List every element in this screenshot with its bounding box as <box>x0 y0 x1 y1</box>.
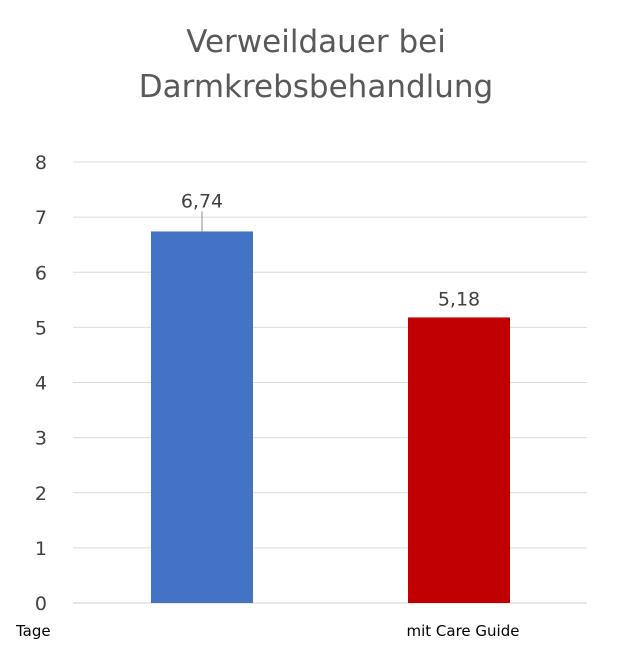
y-tick-label-1: 1 <box>35 538 47 560</box>
bars <box>151 231 510 603</box>
x-category-label-2: mit Care Guide <box>407 622 520 640</box>
y-tick-label-5: 5 <box>35 317 47 339</box>
data-label-1: 6,74 <box>181 190 223 212</box>
y-tick-label-4: 4 <box>35 373 47 395</box>
chart-title-line-1: Verweildauer bei <box>186 24 446 60</box>
y-tick-label-2: 2 <box>35 483 47 505</box>
chart-title-line-2: Darmkrebsbehandlung <box>138 69 494 105</box>
y-axis-tick-labels: 0 1 2 3 4 5 6 7 8 <box>35 152 47 615</box>
data-labels: 6,74 5,18 <box>181 190 480 310</box>
y-tick-label-0: 0 <box>35 593 47 615</box>
y-tick-label-6: 6 <box>35 262 47 284</box>
bar-1 <box>151 231 253 603</box>
y-tick-label-8: 8 <box>35 152 47 174</box>
data-label-2: 5,18 <box>438 288 480 310</box>
y-tick-label-3: 3 <box>35 428 47 450</box>
bar-2 <box>408 317 510 603</box>
x-category-label-1: Tage <box>15 622 51 640</box>
y-tick-label-7: 7 <box>35 207 47 229</box>
x-axis-category-labels: Tage mit Care Guide <box>15 622 519 640</box>
